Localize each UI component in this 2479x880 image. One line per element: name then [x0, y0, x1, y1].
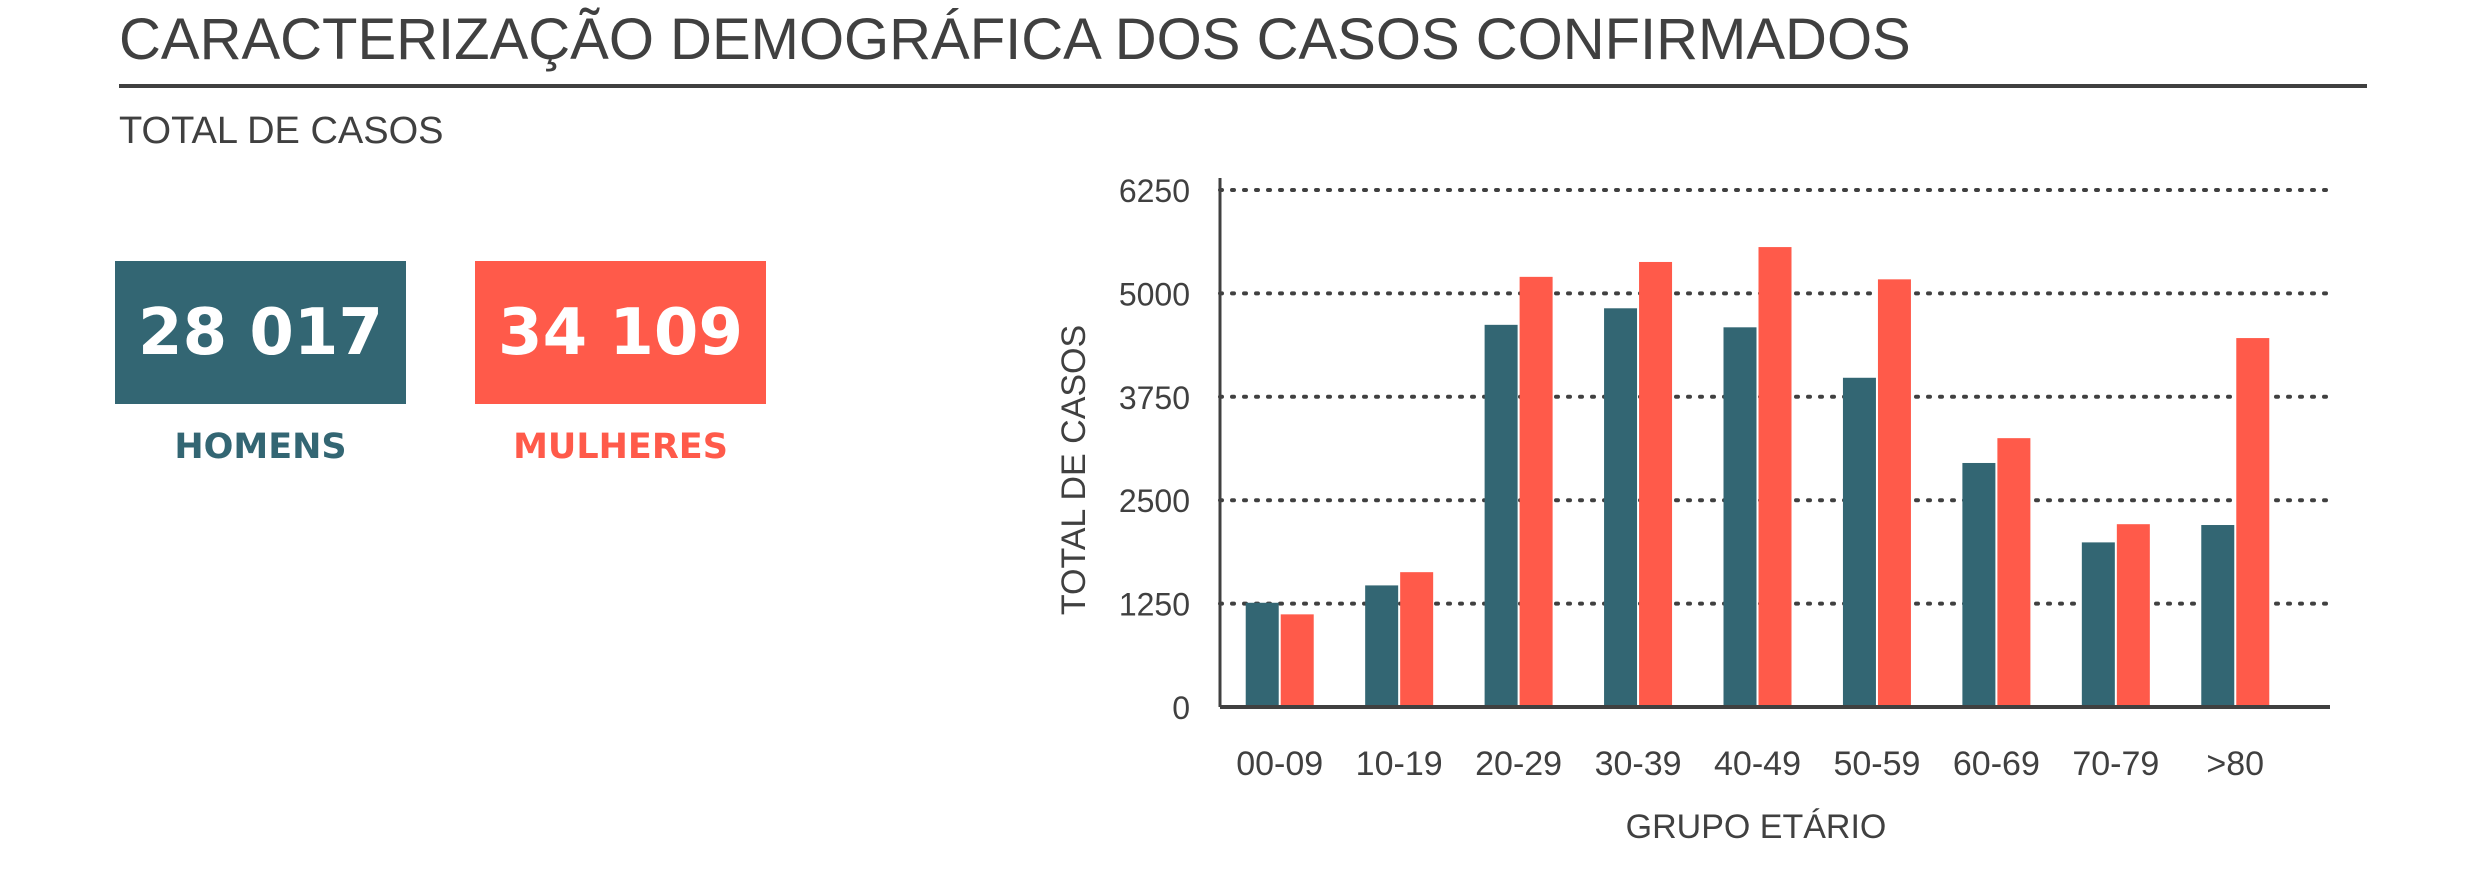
bar-women	[1400, 572, 1434, 707]
bar-men	[2081, 542, 2115, 707]
y-tick-label: 3750	[1119, 380, 1190, 416]
bar-men	[1604, 308, 1638, 707]
bar-women	[1639, 261, 1673, 707]
bar-men	[1365, 585, 1399, 707]
section-subtitle: TOTAL DE CASOS	[119, 110, 444, 152]
page-title: CARACTERIZAÇÃO DEMOGRÁFICA DOS CASOS CON…	[119, 7, 1911, 72]
x-tick-label: 10-19	[1356, 745, 1443, 783]
x-axis-label: GRUPO ETÁRIO	[1626, 808, 1887, 846]
bar-women	[1997, 438, 2031, 707]
x-tick-label: 40-49	[1714, 745, 1801, 783]
women-label: MULHERES	[513, 427, 728, 467]
y-tick-label: 0	[1172, 690, 1190, 726]
x-tick-label: 20-29	[1475, 745, 1562, 783]
bar-men	[1842, 377, 1876, 707]
title-divider	[119, 84, 2367, 88]
y-tick-label: 1250	[1119, 587, 1190, 623]
women-total-value: 34 109	[498, 295, 743, 370]
y-axis-label: TOTAL DE CASOS	[1055, 325, 1093, 615]
bar-women	[1519, 276, 1553, 707]
y-tick-label: 6250	[1119, 173, 1190, 209]
bar-men	[2201, 525, 2235, 707]
bar-women	[1280, 614, 1314, 707]
x-tick-label: 00-09	[1236, 745, 1323, 783]
x-tick-label: 30-39	[1595, 745, 1682, 783]
women-total-box: 34 109	[475, 261, 766, 404]
men-label: HOMENS	[174, 427, 347, 467]
bars	[1245, 247, 2270, 708]
men-total-value: 28 017	[138, 295, 383, 370]
bar-women	[1877, 279, 1911, 707]
bar-men	[1245, 602, 1279, 707]
bar-women	[2116, 524, 2150, 707]
bar-men	[1484, 324, 1518, 707]
y-tick-label: 2500	[1119, 483, 1190, 519]
bar-women	[1758, 247, 1792, 708]
age-group-bar-chart: 0 1250 2500 3750 5000 6250 00-09 10-19 20-29 30-3…	[1055, 173, 2332, 846]
axes	[1218, 178, 2330, 709]
x-tick-label: 70-79	[2072, 745, 2159, 783]
tick-labels: 0 1250 2500 3750 5000 6250 00-09 10-19 20-29 30-3…	[1119, 173, 2264, 783]
x-tick-label: >80	[2206, 745, 2264, 783]
bar-men	[1723, 327, 1757, 707]
bar-men	[1962, 462, 1996, 707]
men-total-box: 28 017	[115, 261, 406, 404]
y-tick-label: 5000	[1119, 276, 1190, 312]
x-tick-label: 50-59	[1833, 745, 1920, 783]
bar-women	[2236, 338, 2270, 707]
x-tick-label: 60-69	[1953, 745, 2040, 783]
